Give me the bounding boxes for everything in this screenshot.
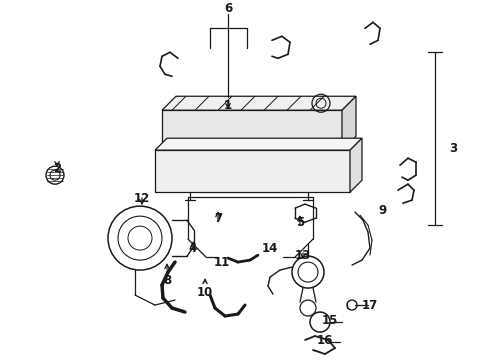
Text: 5: 5 [296,216,304,229]
Text: 8: 8 [163,274,171,287]
Text: 11: 11 [214,256,230,269]
Text: 16: 16 [317,333,333,347]
Text: 3: 3 [449,142,457,155]
Polygon shape [162,96,356,110]
Text: 15: 15 [322,314,338,327]
Text: 13: 13 [295,249,311,262]
Text: 12: 12 [134,192,150,204]
Polygon shape [162,110,342,150]
Text: 17: 17 [362,298,378,311]
Text: 6: 6 [224,2,232,15]
Text: 14: 14 [262,242,278,255]
Text: 1: 1 [224,99,232,112]
Text: 10: 10 [197,285,213,298]
Polygon shape [350,138,362,192]
Text: 9: 9 [378,204,386,217]
Polygon shape [342,96,356,150]
Text: 2: 2 [53,162,61,175]
Polygon shape [155,150,350,192]
Text: 4: 4 [189,242,197,255]
Text: 7: 7 [214,212,222,225]
Polygon shape [155,138,362,150]
